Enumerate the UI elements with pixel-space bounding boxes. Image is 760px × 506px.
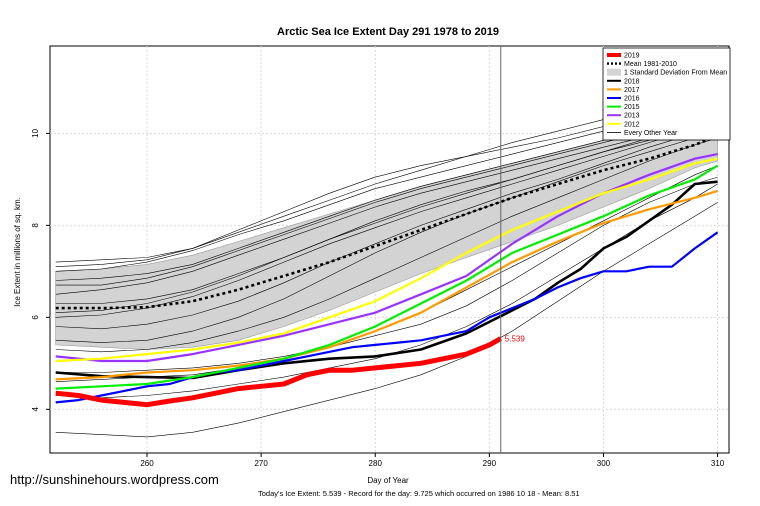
other-year-line — [55, 133, 718, 343]
legend-label: 2015 — [624, 104, 640, 111]
series-line-2012 — [55, 157, 718, 363]
legend-label: Every Other Year — [624, 130, 678, 137]
series-line-2013 — [55, 153, 718, 363]
y-axis: 4 6 8 10 — [31, 128, 50, 412]
footer-summary: Today's Ice Extent: 5.539 - Record for t… — [258, 489, 580, 498]
x-tick-label: 290 — [483, 459, 497, 468]
chart-title: Arctic Sea Ice Extent Day 291 1978 to 20… — [277, 26, 499, 38]
legend-label: 2013 — [624, 113, 640, 120]
series-line-2017 — [55, 189, 718, 381]
series-line-2018 — [55, 180, 718, 380]
legend-label: 2019 — [624, 53, 640, 60]
series-line-mean-1981-2010 — [55, 134, 719, 310]
other-year-line — [55, 117, 718, 304]
watermark: http://sunshinehours.wordpress.com — [10, 472, 219, 487]
other-year-line — [55, 123, 718, 313]
other-year-line — [55, 202, 718, 438]
y-tick-label: 10 — [31, 128, 40, 137]
x-tick-label: 280 — [369, 459, 383, 468]
other-year-line — [55, 176, 718, 373]
x-axis-label: Day of Year — [367, 476, 409, 485]
other-year-line — [55, 128, 718, 330]
series-line-2016 — [55, 231, 719, 404]
x-axis: 260 270 280 290 300 310 — [140, 453, 725, 468]
y-tick-label: 4 — [31, 407, 40, 412]
other-year-line — [55, 119, 718, 295]
y-tick-label: 8 — [31, 223, 40, 228]
x-tick-label: 310 — [711, 459, 725, 468]
legend-label: 2016 — [624, 96, 640, 103]
legend-box — [602, 47, 731, 141]
legend-label: 2012 — [624, 121, 640, 128]
legend-label: 2018 — [624, 78, 640, 85]
legend-swatch — [607, 68, 621, 76]
legend-label: 2017 — [624, 87, 640, 94]
x-tick-label: 260 — [140, 459, 154, 468]
legend-label: 1 Standard Deviation From Mean — [624, 70, 727, 77]
current-value-label: 5.539 — [505, 335, 526, 344]
y-tick-label: 6 — [31, 315, 40, 320]
series-line-2015 — [55, 164, 719, 390]
x-tick-label: 270 — [254, 459, 268, 468]
x-tick-label: 300 — [597, 459, 611, 468]
other-year-line — [55, 137, 718, 353]
legend-label: Mean 1981-2010 — [624, 61, 677, 68]
series-line-2019 — [55, 336, 503, 408]
series-lines — [55, 134, 719, 408]
y-axis-label: Ice Extent in millions of sq. km. — [13, 197, 22, 307]
other-year-line — [55, 121, 718, 318]
